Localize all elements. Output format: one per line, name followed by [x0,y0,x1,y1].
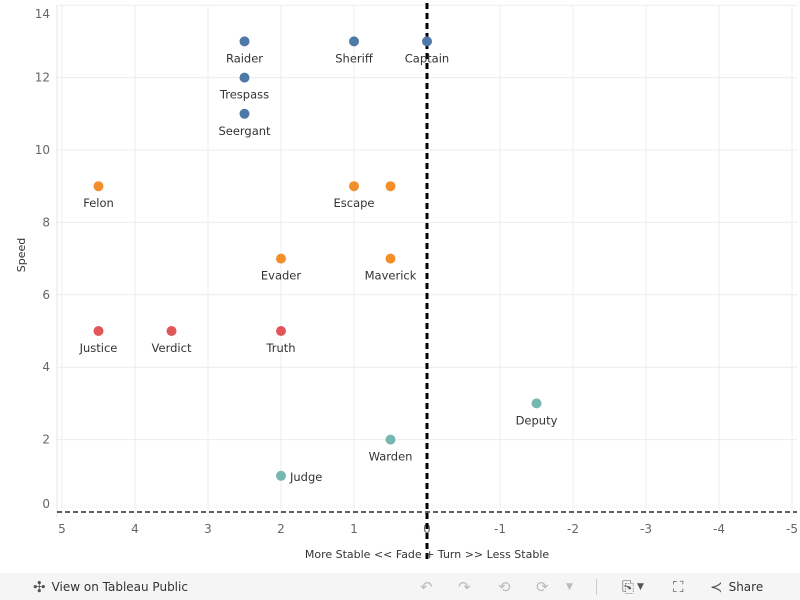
revert-icon[interactable]: ⟲ [498,577,511,596]
x-tick-label: -5 [786,522,798,536]
data-label: Maverick [365,269,417,283]
x-tick-label: 3 [204,522,212,536]
y-axis-title: Speed [15,238,28,272]
y-tick-label: 14 [35,7,50,21]
x-tick-label: -2 [567,522,579,536]
share-icon: ≺ [710,577,723,596]
data-label: Felon [83,196,114,210]
y-tick-label: 8 [42,215,50,229]
data-label: Judge [289,470,322,484]
data-point-deputy [531,398,542,409]
refresh-icon[interactable]: ⟳ [536,577,549,596]
data-point-trespass [239,72,250,83]
data-point-unlabeled [385,181,396,192]
y-tick-label: 0 [42,497,50,511]
data-point-sheriff [349,36,359,47]
data-label: Raider [226,51,263,65]
data-point-maverick [385,253,396,264]
y-tick-label: 4 [42,360,50,374]
x-tick-label: 4 [131,522,139,536]
data-point-truth [276,326,286,336]
data-point-warden [385,434,396,445]
redo-icon[interactable]: ↷ [458,577,471,596]
data-label: Justice [79,341,118,355]
download-icon[interactable]: ⎘ ▼ [622,577,644,596]
data-label: Escape [333,196,374,210]
tableau-logo-icon: ✣ [33,577,46,596]
data-point-evader [276,253,286,264]
data-point-justice [93,326,104,336]
refresh-dropdown-icon[interactable]: ▼ [566,581,573,592]
x-tick-label: -4 [713,522,725,536]
view-on-tableau-label: View on Tableau Public [51,579,188,594]
x-tick-label: -3 [640,522,652,536]
x-tick-label: 5 [58,522,66,536]
data-point-captain [422,36,432,47]
toolbar-divider [596,578,597,595]
data-label: Warden [369,450,413,464]
x-tick-label: -1 [494,522,506,536]
data-label: Seergant [218,124,271,138]
data-label: Truth [265,341,295,355]
fullscreen-icon[interactable]: ⛶ [673,577,684,596]
tableau-toolbar: ✣ View on Tableau Public ↶ ↷ ⟲ ⟳ ▼ ⎘ ▼ ⛶ … [0,573,800,600]
data-point-felon [93,181,104,192]
data-point-verdict [166,326,177,336]
data-label: Verdict [152,341,192,355]
x-tick-label: 1 [350,522,358,536]
data-point-judge [276,470,286,481]
x-axis-title: More Stable << Fade + Turn >> Less Stabl… [305,548,550,561]
data-label: Evader [261,269,301,283]
data-point-seergant [239,108,250,119]
data-label: Deputy [516,413,558,427]
data-point-raider [239,36,250,47]
y-tick-label: 12 [35,71,50,85]
y-tick-label: 6 [42,288,50,302]
data-label: Trespass [219,88,269,102]
x-tick-label: 2 [277,522,285,536]
data-label: Sheriff [335,51,374,65]
data-label: Captain [405,51,449,65]
share-button[interactable]: ≺ Share [710,578,763,596]
undo-icon[interactable]: ↶ [420,577,433,596]
view-on-tableau-public-link[interactable]: ✣ View on Tableau Public [33,578,188,596]
y-tick-label: 10 [35,143,50,157]
data-point-escape [349,181,359,192]
y-tick-label: 2 [42,433,50,447]
share-label: Share [728,579,764,594]
